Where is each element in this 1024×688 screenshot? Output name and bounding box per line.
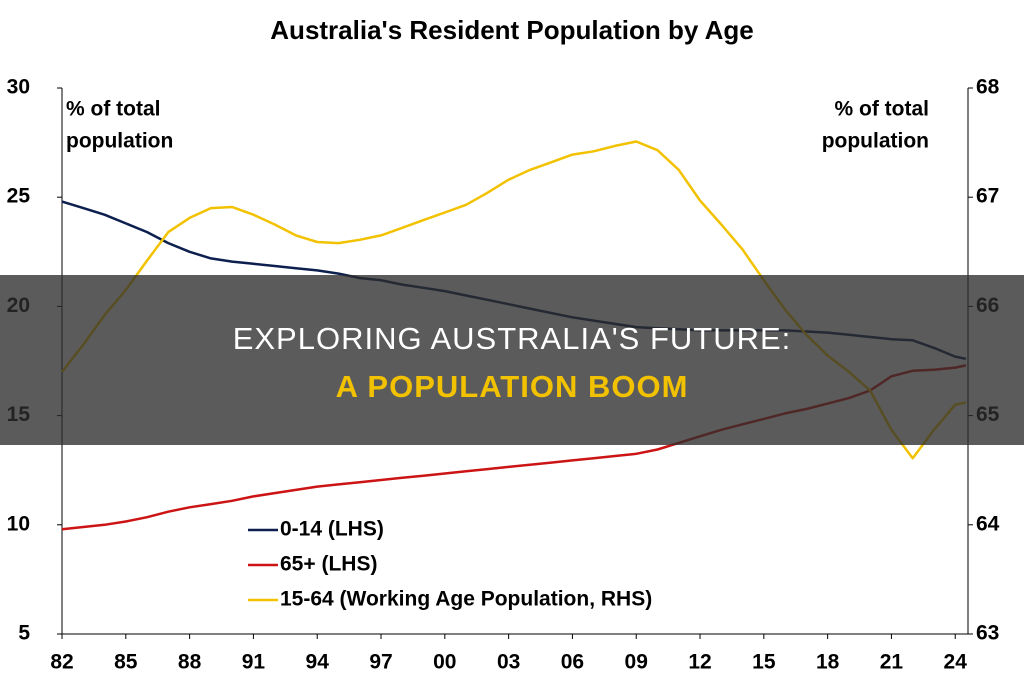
legend-label: 65+ (LHS)	[280, 553, 377, 576]
chart-title: Australia's Resident Population by Age	[270, 15, 753, 45]
x-tick-label: 88	[178, 651, 202, 674]
x-tick-label: 94	[306, 651, 330, 674]
banner-title: EXPLORING AUSTRALIA'S FUTURE:	[232, 321, 792, 356]
annotation: population	[822, 130, 929, 153]
y2-tick-label: 67	[976, 185, 999, 208]
y-tick-label: 30	[7, 76, 30, 99]
x-tick-label: 24	[944, 651, 968, 674]
annotation: population	[66, 130, 173, 153]
y-tick-label: 10	[7, 512, 30, 535]
x-tick-label: 85	[114, 651, 138, 674]
x-tick-label: 21	[880, 651, 904, 674]
x-tick-label: 12	[688, 651, 711, 674]
y2-tick-label: 63	[976, 622, 999, 645]
x-tick-label: 06	[561, 651, 584, 674]
x-tick-label: 91	[242, 651, 266, 674]
y-tick-label: 25	[7, 185, 31, 208]
legend-label: 15-64 (Working Age Population, RHS)	[280, 588, 652, 611]
x-tick-label: 03	[497, 651, 520, 674]
x-tick-label: 97	[369, 651, 392, 674]
x-tick-label: 18	[816, 651, 840, 674]
legend-label: 0-14 (LHS)	[280, 518, 384, 541]
y2-tick-label: 64	[976, 512, 1000, 535]
x-tick-label: 00	[433, 651, 456, 674]
banner: EXPLORING AUSTRALIA'S FUTURE: A POPULATI…	[0, 275, 1024, 445]
banner-subtitle: A POPULATION BOOM	[335, 369, 689, 404]
annotation: % of total	[66, 98, 161, 121]
x-tick-label: 15	[752, 651, 776, 674]
y-tick-label: 5	[18, 622, 30, 645]
y2-tick-label: 68	[976, 76, 1000, 99]
annotation: % of total	[835, 98, 930, 121]
x-tick-label: 09	[625, 651, 648, 674]
x-tick-label: 82	[50, 651, 73, 674]
